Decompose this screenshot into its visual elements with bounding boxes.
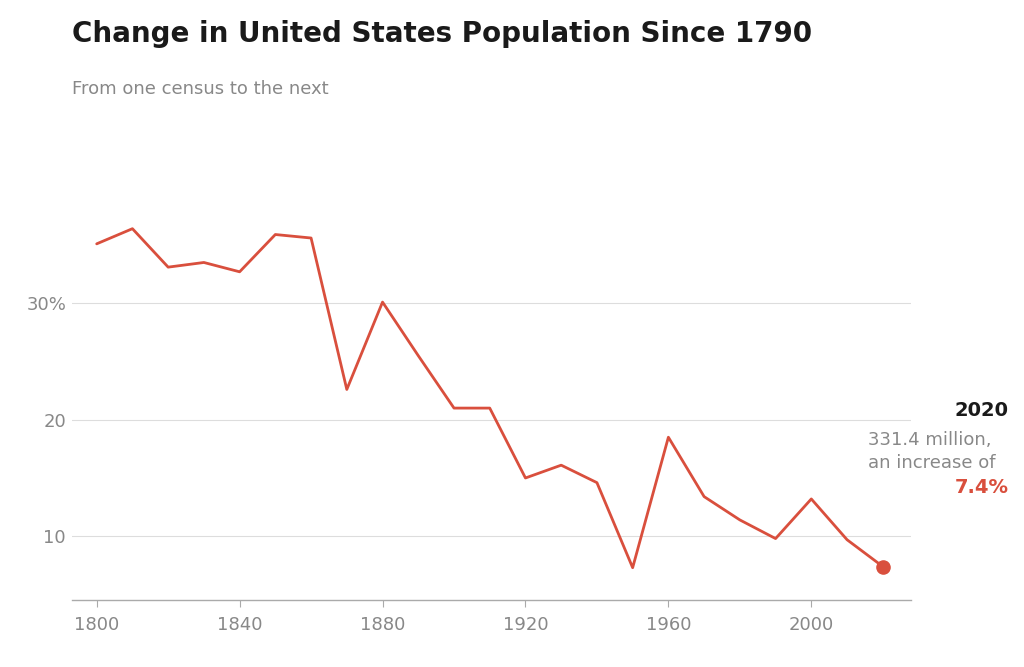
- Text: an increase of: an increase of: [868, 454, 995, 472]
- Text: 331.4 million,: 331.4 million,: [868, 430, 991, 448]
- Point: [874, 561, 891, 572]
- Text: 2020: 2020: [954, 401, 1009, 420]
- Text: 7.4%: 7.4%: [954, 478, 1009, 497]
- Text: Change in United States Population Since 1790: Change in United States Population Since…: [72, 20, 812, 48]
- Text: From one census to the next: From one census to the next: [72, 80, 329, 98]
